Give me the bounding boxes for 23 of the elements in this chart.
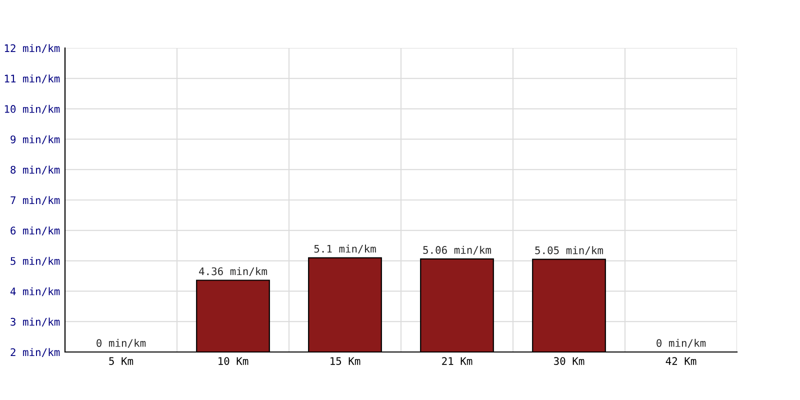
y-tick-label: 6 min/km <box>10 226 60 236</box>
y-tick-label: 2 min/km <box>10 348 60 357</box>
x-tick-label: 15 Km <box>330 357 360 365</box>
y-tick-label: 8 min/km <box>10 166 60 175</box>
text: 0 min/km <box>656 338 706 348</box>
x-tick-label: 42 Km <box>666 357 696 365</box>
y-tick-label: 5 min/km <box>10 256 60 266</box>
y-tick-label: 12 min/km <box>4 44 60 53</box>
x-tick-label: 10 Km <box>218 357 248 365</box>
data-label: 5.06 min/km <box>423 246 491 255</box>
y-tick-label: 4 min/km <box>10 287 60 296</box>
y-tick-label: 11 min/km <box>4 74 60 84</box>
data-label: 5.1 min/km <box>314 244 376 254</box>
y-tick-label: 7 min/km <box>10 196 60 205</box>
x-tick-label: 30 Km <box>554 357 584 365</box>
data-label: 5.05 min/km <box>535 246 603 256</box>
y-tick-label: 3 min/km <box>10 318 60 327</box>
x-tick-label: 21 Km <box>442 357 472 365</box>
data-label: 4.36 min/km <box>199 267 267 276</box>
text: 0 min/km <box>96 338 146 348</box>
x-tick-label: 5 Km <box>109 357 134 365</box>
y-tick-label: 9 min/km <box>10 135 60 144</box>
y-tick-label: 10 min/km <box>4 104 60 114</box>
